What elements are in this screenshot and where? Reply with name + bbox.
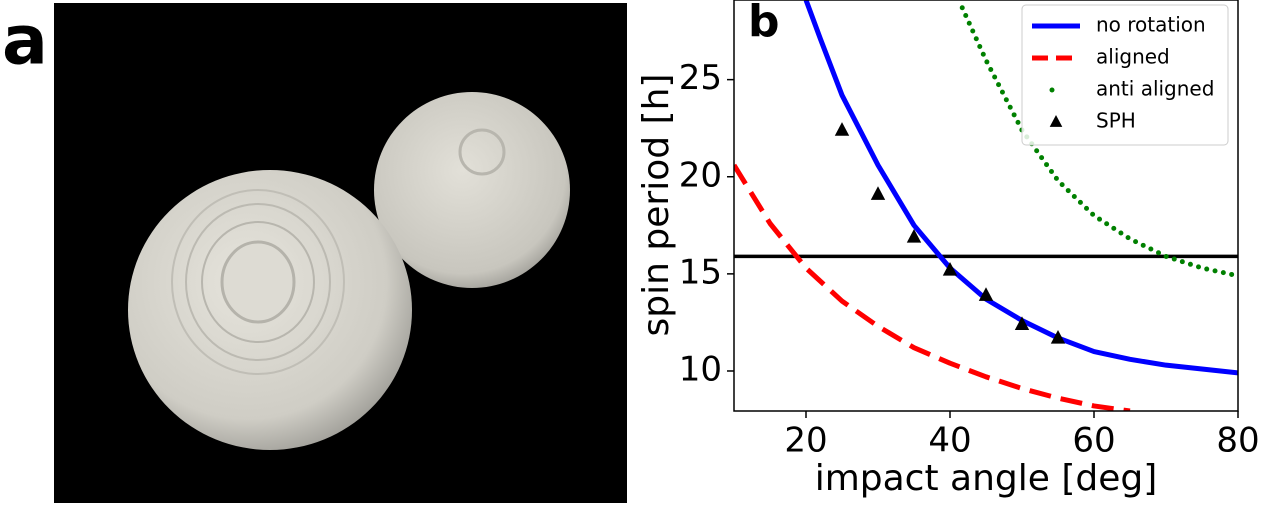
legend-box: [1021, 4, 1229, 146]
y-tick-label: 20: [679, 155, 722, 195]
chart: 20 40 60 80 10 15 20 25 impact angle [deg] spin p…: [636, 0, 1260, 499]
x-tick-label: 20: [784, 421, 827, 461]
legend-label: aligned: [1096, 45, 1170, 69]
y-tick-label: 15: [679, 252, 722, 292]
series-line: [803, 0, 1238, 376]
panel-label: a: [2, 2, 48, 81]
x-tick-label: 60: [1072, 421, 1115, 461]
data-marker: [942, 261, 958, 276]
y-tick-label: 10: [679, 349, 722, 389]
y-axis-label: spin period [h]: [636, 74, 677, 337]
legend-label: no rotation: [1096, 13, 1206, 37]
x-tick-label: 80: [1216, 421, 1259, 461]
legend: no rotation aligned anti aligned SPH: [1021, 4, 1229, 146]
legend-label: anti aligned: [1096, 77, 1214, 101]
legend-marker: [1049, 115, 1063, 127]
legend-label: SPH: [1096, 109, 1136, 133]
plot-area: [734, 0, 1238, 411]
data-marker: [1050, 329, 1066, 344]
data-marker: [978, 287, 994, 301]
x-axis-label: impact angle [deg]: [815, 458, 1158, 499]
series-line: [734, 163, 1131, 411]
plot-frame: [733, 0, 1239, 412]
y-tick-label: 25: [679, 58, 722, 98]
x-tick-label: 40: [928, 421, 971, 461]
data-marker: [870, 186, 886, 200]
panel-label: b: [748, 0, 780, 47]
data-marker: [834, 122, 850, 136]
data-marker: [906, 228, 922, 243]
rendered-body: [128, 92, 570, 450]
series-line: [959, 5, 1238, 279]
data-marker: [1014, 316, 1030, 330]
